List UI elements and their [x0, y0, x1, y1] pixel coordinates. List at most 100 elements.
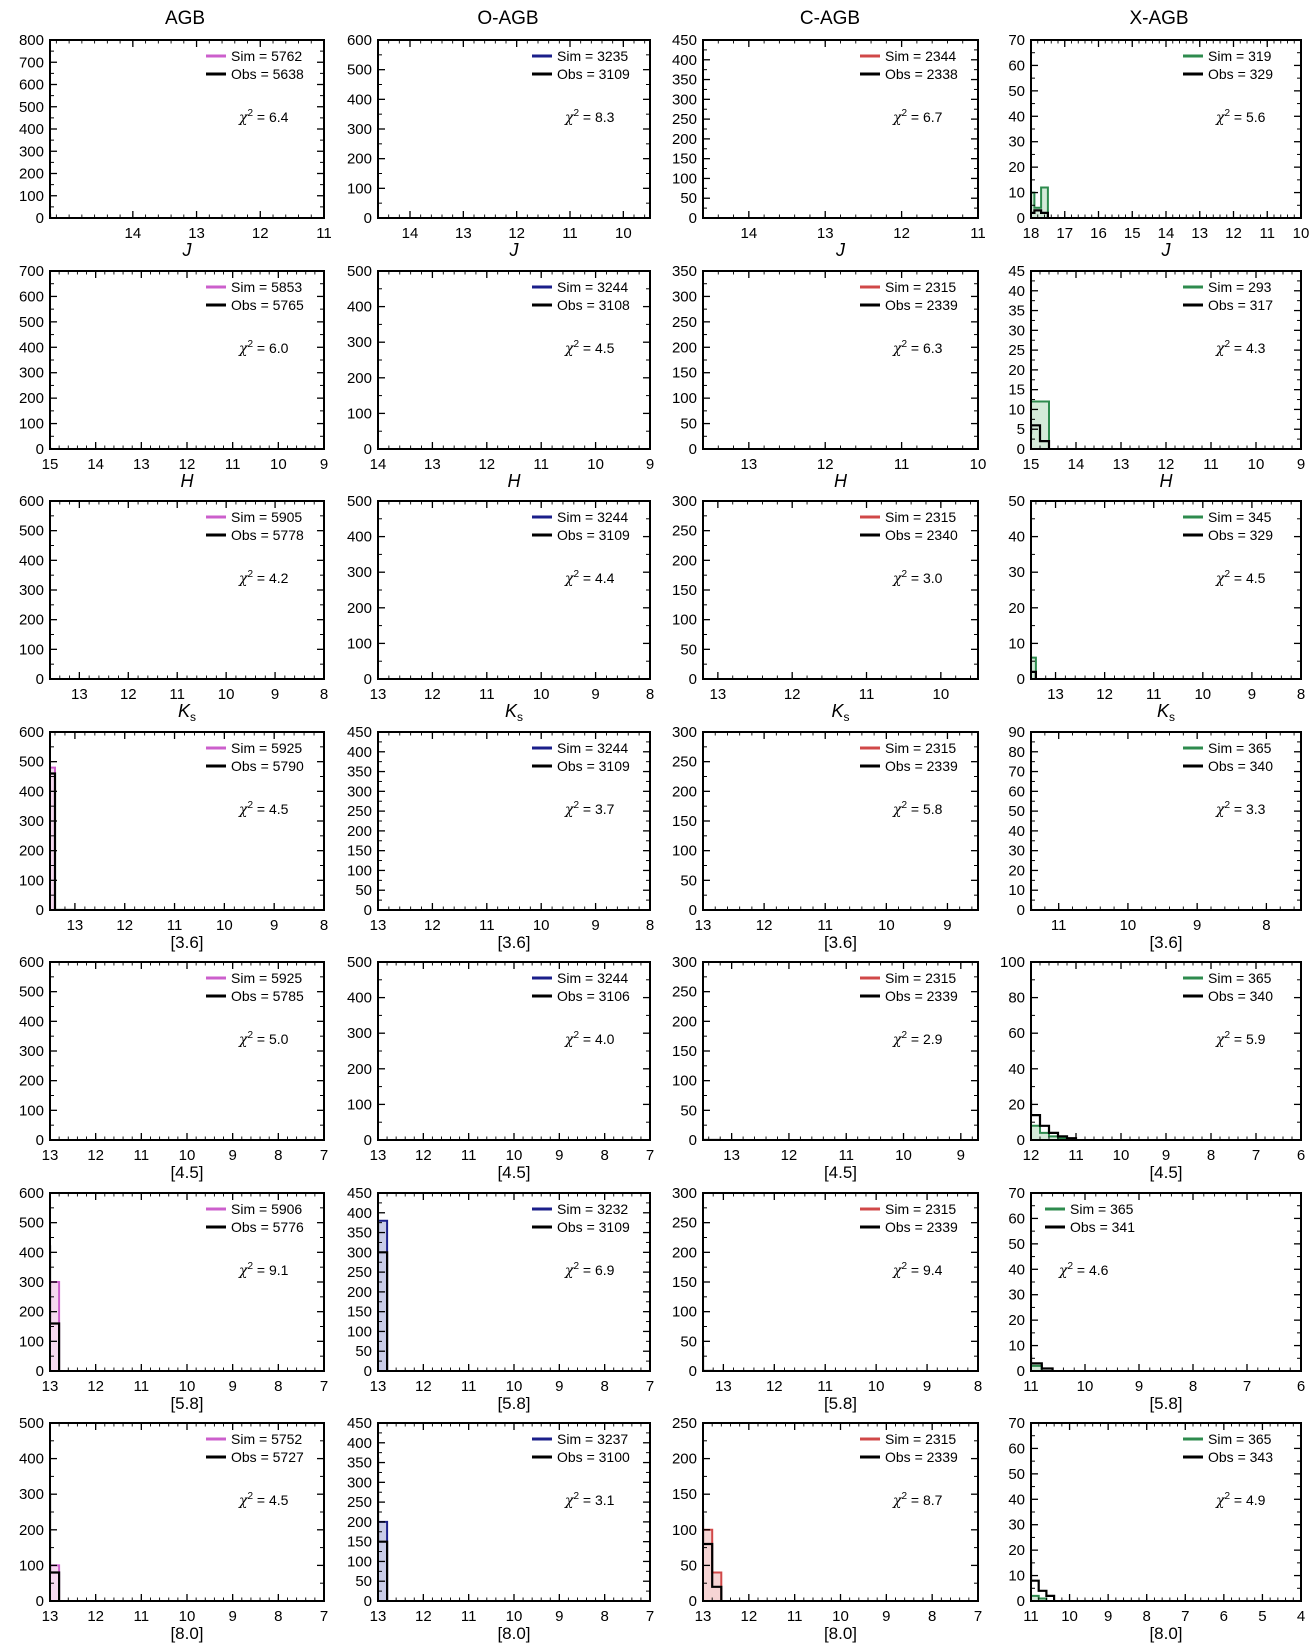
- obs-histogram: [421, 531, 703, 679]
- y-tick-label: 250: [672, 984, 697, 1001]
- y-tick-label: 700: [19, 54, 44, 71]
- legend-obs-label: Obs = 5785: [231, 988, 304, 1004]
- y-tick-label: 200: [19, 390, 44, 407]
- x-tick-label: 10: [179, 1147, 196, 1164]
- x-axis-label: [3.6]: [497, 933, 530, 952]
- panel-plot-area: [1031, 400, 1051, 449]
- y-tick-label: 300: [19, 1043, 44, 1060]
- x-tick-label: 11: [1023, 1608, 1039, 1625]
- y-tick-label: 0: [1017, 671, 1025, 688]
- legend-obs-label: Obs = 3109: [557, 66, 630, 82]
- x-tick-label: 12: [1225, 225, 1242, 242]
- y-tick-label: 0: [36, 210, 44, 227]
- y-tick-label: 150: [347, 843, 372, 860]
- y-tick-label: 300: [19, 813, 44, 830]
- x-tick-label: 10: [868, 1378, 885, 1395]
- x-tick-label: 16: [1090, 225, 1107, 242]
- x-tick-label: 12: [116, 917, 133, 934]
- legend-obs-label: Obs = 3106: [557, 988, 630, 1004]
- legend-sim-label: Sim = 5925: [231, 970, 302, 986]
- x-axis-label: [5.8]: [170, 1394, 203, 1413]
- x-tick-label: 11: [134, 1608, 150, 1625]
- y-tick-label: 0: [36, 1132, 44, 1149]
- y-tick-label: 50: [680, 641, 697, 658]
- x-tick-label: 11: [533, 456, 549, 473]
- y-tick-label: 0: [689, 671, 697, 688]
- x-tick-label: 11: [134, 1378, 150, 1395]
- sim-histogram: [160, 522, 378, 679]
- x-tick-label: 9: [271, 686, 279, 703]
- x-tick-label: 7: [646, 1147, 654, 1164]
- x-axis-label: H: [1160, 471, 1174, 491]
- panel-plot-area: [703, 1500, 723, 1601]
- chi-square-annotation: χ2 = 2.9: [892, 1030, 943, 1048]
- y-tick-label: 200: [347, 1514, 372, 1531]
- legend-sim-label: Sim = 3235: [557, 48, 628, 64]
- x-tick-label: 9: [228, 1378, 236, 1395]
- y-tick-label: 250: [347, 803, 372, 820]
- y-tick-label: 600: [347, 32, 372, 49]
- x-tick-label: 14: [1068, 456, 1085, 473]
- x-tick-label: 12: [781, 1147, 798, 1164]
- y-tick-label: 50: [1008, 83, 1025, 100]
- x-tick-label: 13: [42, 1378, 59, 1395]
- x-tick-label: 13: [188, 225, 205, 242]
- x-tick-label: 10: [506, 1608, 523, 1625]
- y-tick-label: 0: [364, 1363, 372, 1380]
- x-tick-label: 11: [1203, 456, 1219, 473]
- sim-histogram: [495, 756, 703, 910]
- x-tick-label: 14: [124, 225, 141, 242]
- x-tick-label: 13: [723, 1147, 740, 1164]
- x-tick-label: 11: [169, 686, 185, 703]
- x-tick-label: 11: [1068, 1147, 1084, 1164]
- x-tick-label: 14: [1158, 225, 1175, 242]
- y-tick-label: 0: [689, 1132, 697, 1149]
- y-tick-label: 150: [672, 582, 697, 599]
- y-tick-label: 250: [672, 523, 697, 540]
- y-tick-label: 0: [689, 1363, 697, 1380]
- y-tick-label: 30: [1008, 564, 1025, 581]
- x-axis-label: [5.8]: [497, 1394, 530, 1413]
- x-tick-label: 13: [370, 686, 387, 703]
- y-tick-label: 50: [680, 872, 697, 889]
- x-tick-label: 18: [1023, 225, 1040, 242]
- x-axis-label: H: [181, 471, 195, 491]
- legend-sim-label: Sim = 2315: [885, 1431, 956, 1447]
- x-axis-label: [3.6]: [170, 933, 203, 952]
- y-tick-label: 40: [1008, 283, 1025, 300]
- x-tick-label: 10: [506, 1378, 523, 1395]
- legend-sim-label: Sim = 345: [1208, 509, 1272, 525]
- y-tick-label: 30: [1008, 134, 1025, 151]
- y-tick-label: 200: [347, 1061, 372, 1078]
- x-tick-label: 10: [587, 456, 604, 473]
- x-tick-label: 8: [1143, 1608, 1151, 1625]
- x-tick-label: 8: [600, 1608, 608, 1625]
- panel-0-1: 0 100 200 300 400 500 600 14 13 12 11 10 J Sim = 3235…: [347, 32, 651, 260]
- panel-4-0: 0 100 200 300 400 500 600 13 12 11 10 9 8 7 [4.5] Sim =…: [19, 954, 328, 1182]
- y-tick-label: 400: [19, 1451, 44, 1468]
- x-axis-label: Ks: [178, 701, 196, 724]
- x-tick-label: 11: [461, 1147, 477, 1164]
- y-tick-label: 0: [689, 1593, 697, 1610]
- y-tick-label: 60: [1008, 1210, 1025, 1227]
- chi-square-annotation: χ2 = 4.5: [238, 800, 289, 818]
- column-title-x-agb: X-AGB: [1129, 8, 1189, 29]
- y-tick-label: 300: [19, 582, 44, 599]
- x-tick-label: 12: [766, 1378, 783, 1395]
- x-axis-label: J: [835, 240, 846, 260]
- y-tick-label: 250: [672, 1215, 697, 1232]
- x-tick-label: 6: [1220, 1608, 1228, 1625]
- y-tick-label: 150: [672, 151, 697, 168]
- sim-fill: [703, 1501, 722, 1601]
- y-tick-label: 50: [680, 1333, 697, 1350]
- y-tick-label: 450: [347, 724, 372, 741]
- sim-fill: [50, 1234, 60, 1371]
- x-axis-label: [8.0]: [497, 1624, 530, 1643]
- x-axis-label: H: [508, 471, 522, 491]
- legend-sim-label: Sim = 365: [1208, 970, 1272, 986]
- y-tick-label: 500: [19, 754, 44, 771]
- y-tick-label: 100: [19, 1102, 44, 1119]
- panel-plot-area: [50, 1486, 61, 1601]
- y-tick-label: 200: [672, 1244, 697, 1261]
- y-tick-label: 500: [19, 1415, 44, 1432]
